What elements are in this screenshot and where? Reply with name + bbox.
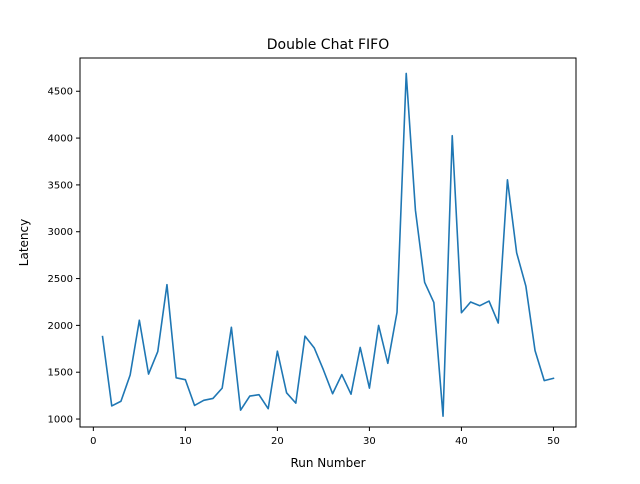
y-tick-label: 3500 [48, 180, 73, 191]
y-tick-label: 4000 [48, 134, 73, 145]
y-tick-label: 1000 [48, 415, 73, 426]
chart-title: Double Chat FIFO [267, 37, 389, 53]
y-tick-label: 1500 [48, 368, 73, 379]
x-tick-label: 0 [90, 436, 96, 447]
y-tick-label: 3000 [48, 227, 73, 238]
y-tick-label: 2500 [48, 274, 73, 285]
x-axis-label: Run Number [290, 456, 365, 470]
x-tick-label: 40 [455, 436, 468, 447]
x-tick-label: 10 [179, 436, 192, 447]
x-tick-label: 30 [363, 436, 376, 447]
y-tick-label: 2000 [48, 321, 73, 332]
y-axis-label: Latency [17, 219, 31, 266]
x-tick-label: 20 [271, 436, 284, 447]
x-tick-label: 50 [547, 436, 560, 447]
y-tick-label: 4500 [48, 87, 73, 98]
